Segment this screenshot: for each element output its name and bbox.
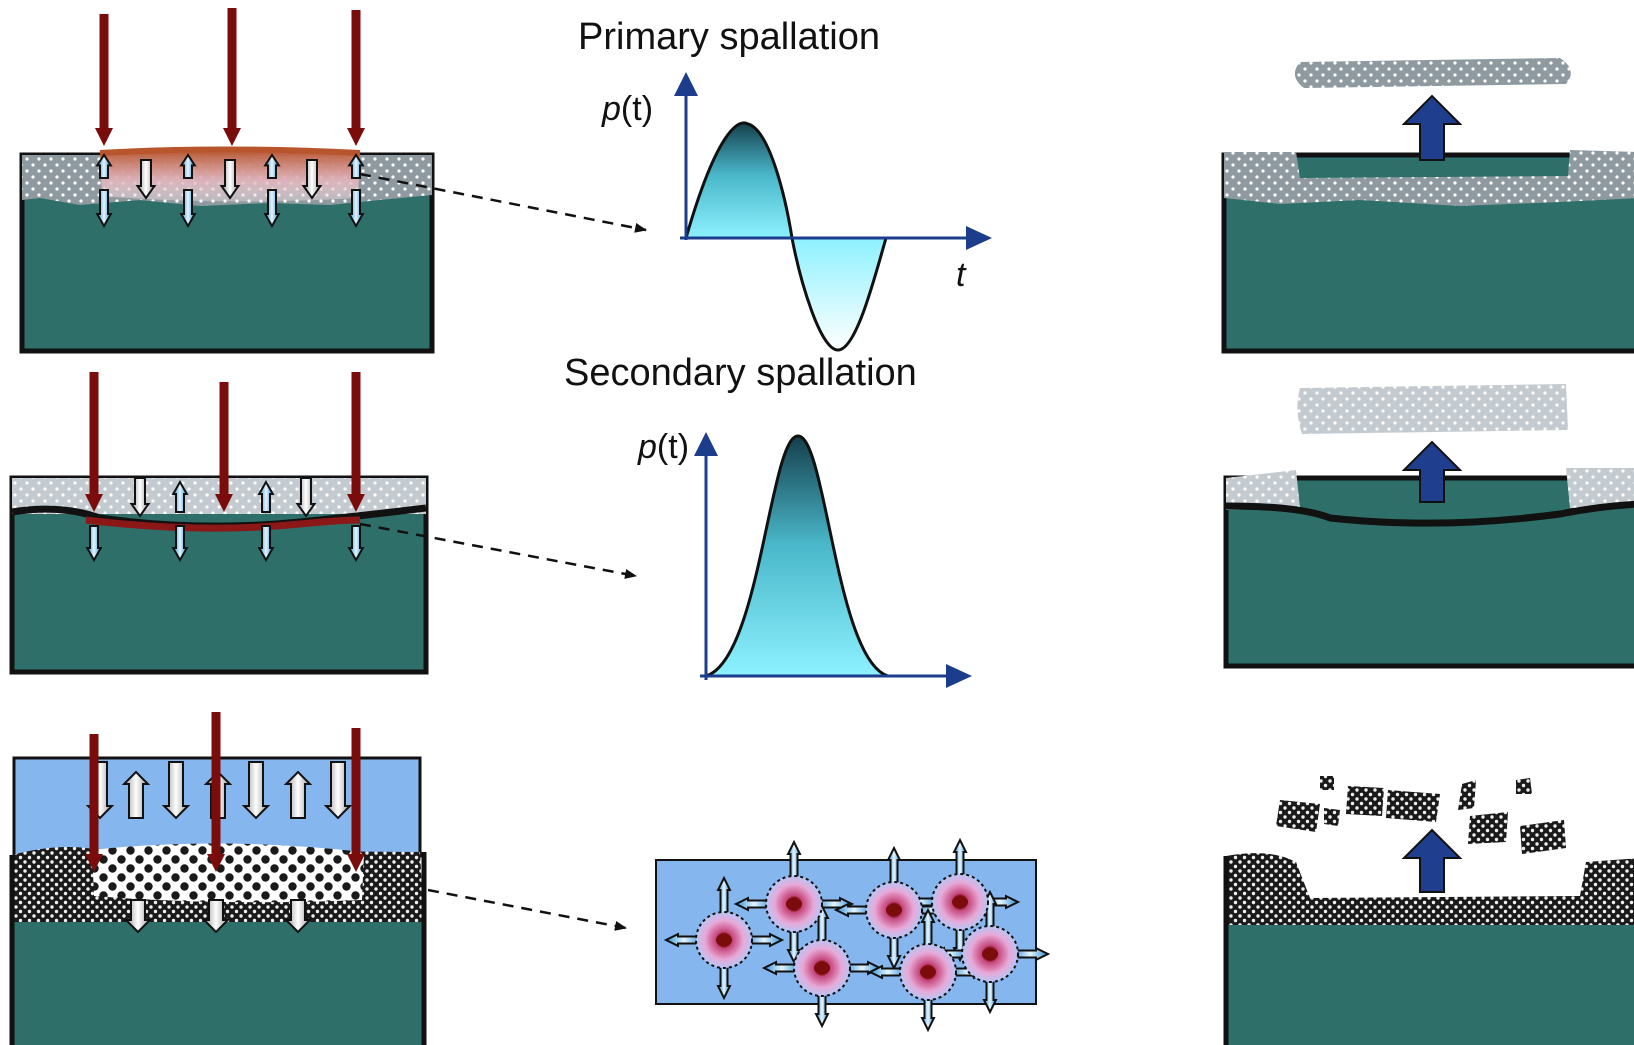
tension-wave-arrow — [95, 189, 113, 229]
secondary-y-var: p — [638, 428, 657, 466]
tension-wave-arrow — [263, 189, 281, 229]
laser-beam-tip — [223, 128, 241, 146]
dashed-connectors — [359, 172, 647, 931]
connector-secondary — [359, 522, 637, 579]
tension-wave-arrow — [85, 525, 103, 563]
y-axis-arrow — [674, 72, 698, 96]
laser-beam-tip — [95, 128, 113, 146]
laser-beam-tip — [207, 854, 225, 872]
tension-wave-arrow — [171, 525, 189, 563]
ejection-arrow — [1401, 440, 1463, 503]
transmitted-wave-arrow — [283, 899, 313, 934]
remaining-coating-right — [1566, 468, 1634, 508]
bubble-core — [920, 966, 936, 978]
tension-wave-arrow — [347, 189, 365, 229]
block-outline — [9, 852, 427, 1045]
reflected-wave-arrow — [129, 477, 151, 518]
laser-beam-tip — [347, 128, 365, 146]
ejected-flake — [1294, 58, 1571, 88]
substrate — [1226, 922, 1634, 1045]
remaining-coating-left — [1226, 470, 1300, 510]
compression-wave-arrow — [263, 153, 281, 179]
bubble-core — [982, 948, 998, 960]
remaining-coating — [1224, 150, 1634, 206]
stress-wave-arrows — [85, 153, 365, 934]
laser-beam-tip — [85, 494, 103, 512]
connector-confined — [427, 888, 627, 931]
bubble-core — [786, 898, 802, 910]
compression-wave-arrow — [171, 479, 189, 513]
laser-beam-tip — [347, 854, 365, 872]
secondary-result-block — [1223, 384, 1634, 669]
bubble-core — [814, 962, 830, 974]
compression-wave-arrow — [347, 153, 365, 179]
reflected-wave-arrow — [301, 159, 323, 200]
reflected-wave-arrow — [135, 159, 157, 200]
secondary-y-arg: (t) — [656, 428, 690, 466]
laser-beam-tip — [85, 854, 103, 872]
compression-wave-arrow — [257, 479, 275, 513]
heat-front — [99, 146, 361, 156]
x-axis-arrow — [946, 664, 972, 688]
connector-primary — [359, 172, 647, 233]
y-axis-arrow — [694, 432, 718, 456]
compression-wave-arrow — [95, 153, 113, 179]
secondary-y-axis-label: p(t) — [638, 428, 689, 467]
remaining-coating — [1226, 853, 1634, 925]
primary-x-var: t — [956, 256, 966, 294]
secondary-sample-block — [9, 475, 429, 675]
rebound-wave-arrow — [283, 770, 313, 819]
primary-result-block — [1221, 58, 1634, 354]
tension-wave-arrow — [179, 189, 197, 229]
transmitted-wave-arrow — [201, 899, 231, 934]
interface-line — [1225, 500, 1634, 527]
cavitation-panel — [655, 837, 1051, 1033]
laser-beam-tip — [347, 494, 365, 512]
cavitation-bubbles — [663, 837, 1051, 1033]
ejection-arrow — [1401, 828, 1463, 893]
bubble-core — [886, 904, 902, 916]
x-axis-arrow — [966, 226, 992, 250]
pulse-area — [706, 436, 888, 676]
damaged-zone — [92, 843, 364, 903]
negative-lobe — [792, 238, 886, 350]
debris-fragments — [1276, 776, 1566, 854]
shock-wave-arrow — [241, 761, 271, 820]
primary-y-axis-label: p(t) — [602, 90, 653, 129]
pressure-curve — [705, 434, 889, 678]
reflected-wave-arrow — [219, 159, 241, 200]
ejected-flake — [1297, 384, 1568, 434]
primary-pressure-plot — [674, 72, 992, 352]
bubble-core — [716, 934, 732, 946]
ejection-arrow — [1401, 94, 1463, 161]
rebound-wave-arrow — [121, 770, 151, 819]
secondary-pressure-plot — [694, 432, 972, 688]
primary-y-var: p — [602, 90, 621, 128]
compression-wave-arrow — [179, 153, 197, 179]
positive-lobe — [686, 122, 792, 238]
laser-beam-tip — [215, 494, 233, 512]
reflected-wave-arrow — [295, 477, 317, 518]
transmitted-wave-arrow — [123, 899, 153, 934]
shock-wave-arrow — [161, 761, 191, 820]
confined-result-block — [1223, 776, 1634, 1045]
bubble-core — [952, 896, 968, 908]
substrate — [12, 922, 424, 1045]
tension-wave-arrow — [257, 525, 275, 563]
shock-wave-arrow — [323, 761, 353, 820]
title-primary-spallation: Primary spallation — [578, 16, 880, 58]
primary-y-arg: (t) — [620, 90, 654, 128]
primary-x-axis-label: t — [956, 256, 965, 295]
laser-beams — [85, 8, 365, 872]
tension-wave-arrow — [347, 525, 365, 563]
title-secondary-spallation: Secondary spallation — [564, 352, 917, 394]
